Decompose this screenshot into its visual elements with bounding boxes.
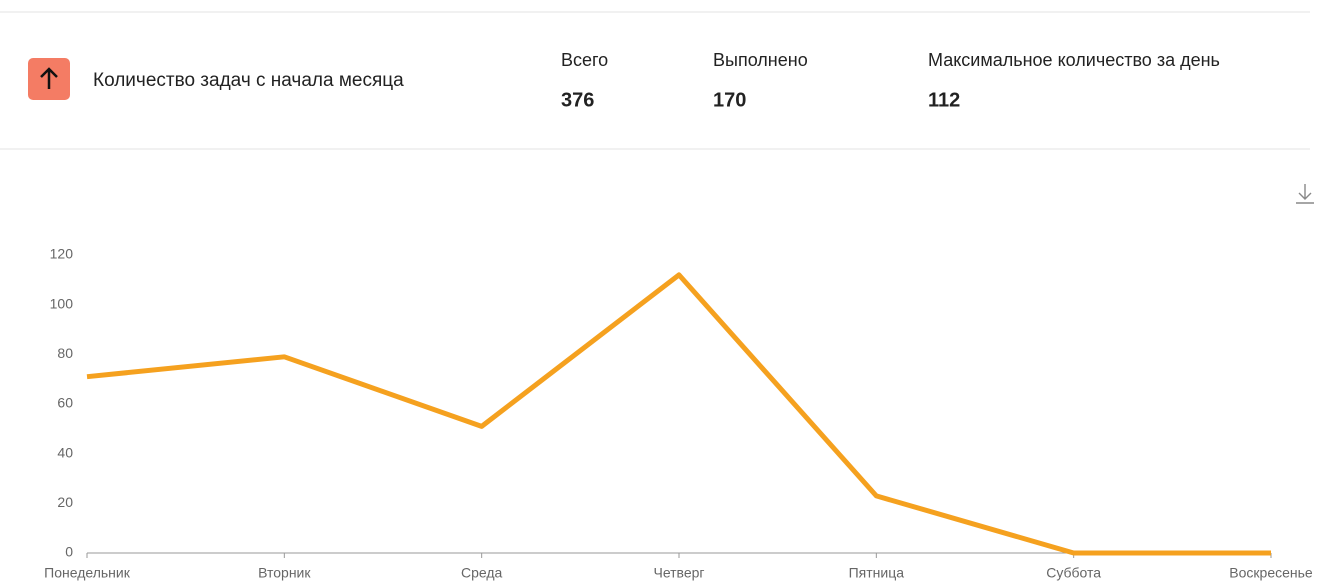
x-tick-label: Вторник — [258, 565, 311, 581]
download-icon[interactable] — [1296, 184, 1314, 204]
y-tick-label: 60 — [57, 395, 73, 411]
x-tick-label: Пятница — [849, 565, 905, 581]
y-tick-label: 0 — [65, 544, 73, 560]
line — [86, 272, 1271, 556]
y-tick-label: 40 — [57, 444, 73, 460]
x-tick-label: Среда — [461, 565, 503, 581]
y-tick-label: 120 — [50, 246, 74, 262]
stat-value: 376 — [561, 89, 594, 111]
y-tick-label: 20 — [57, 494, 73, 510]
x-tick-label: Четверг — [653, 565, 704, 581]
x-tick-label: Воскресенье — [1229, 565, 1313, 581]
download-glyph[interactable] — [1296, 184, 1314, 204]
x-tick-label: Понедельник — [44, 565, 131, 581]
stat-value: 170 — [713, 89, 746, 111]
arrow-up — [40, 67, 58, 89]
widget-title: Количество задач с начала месяца — [93, 70, 404, 91]
stat-value: 112 — [928, 89, 960, 111]
y-tick-label: 80 — [57, 345, 73, 361]
stat-label: Всего — [561, 50, 608, 70]
stat-label: Максимальное количество за день — [928, 50, 1220, 70]
y-tick-label: 100 — [50, 295, 74, 311]
x-tick-label: Суббота — [1046, 565, 1101, 581]
stat-label: Выполнено — [713, 50, 808, 70]
